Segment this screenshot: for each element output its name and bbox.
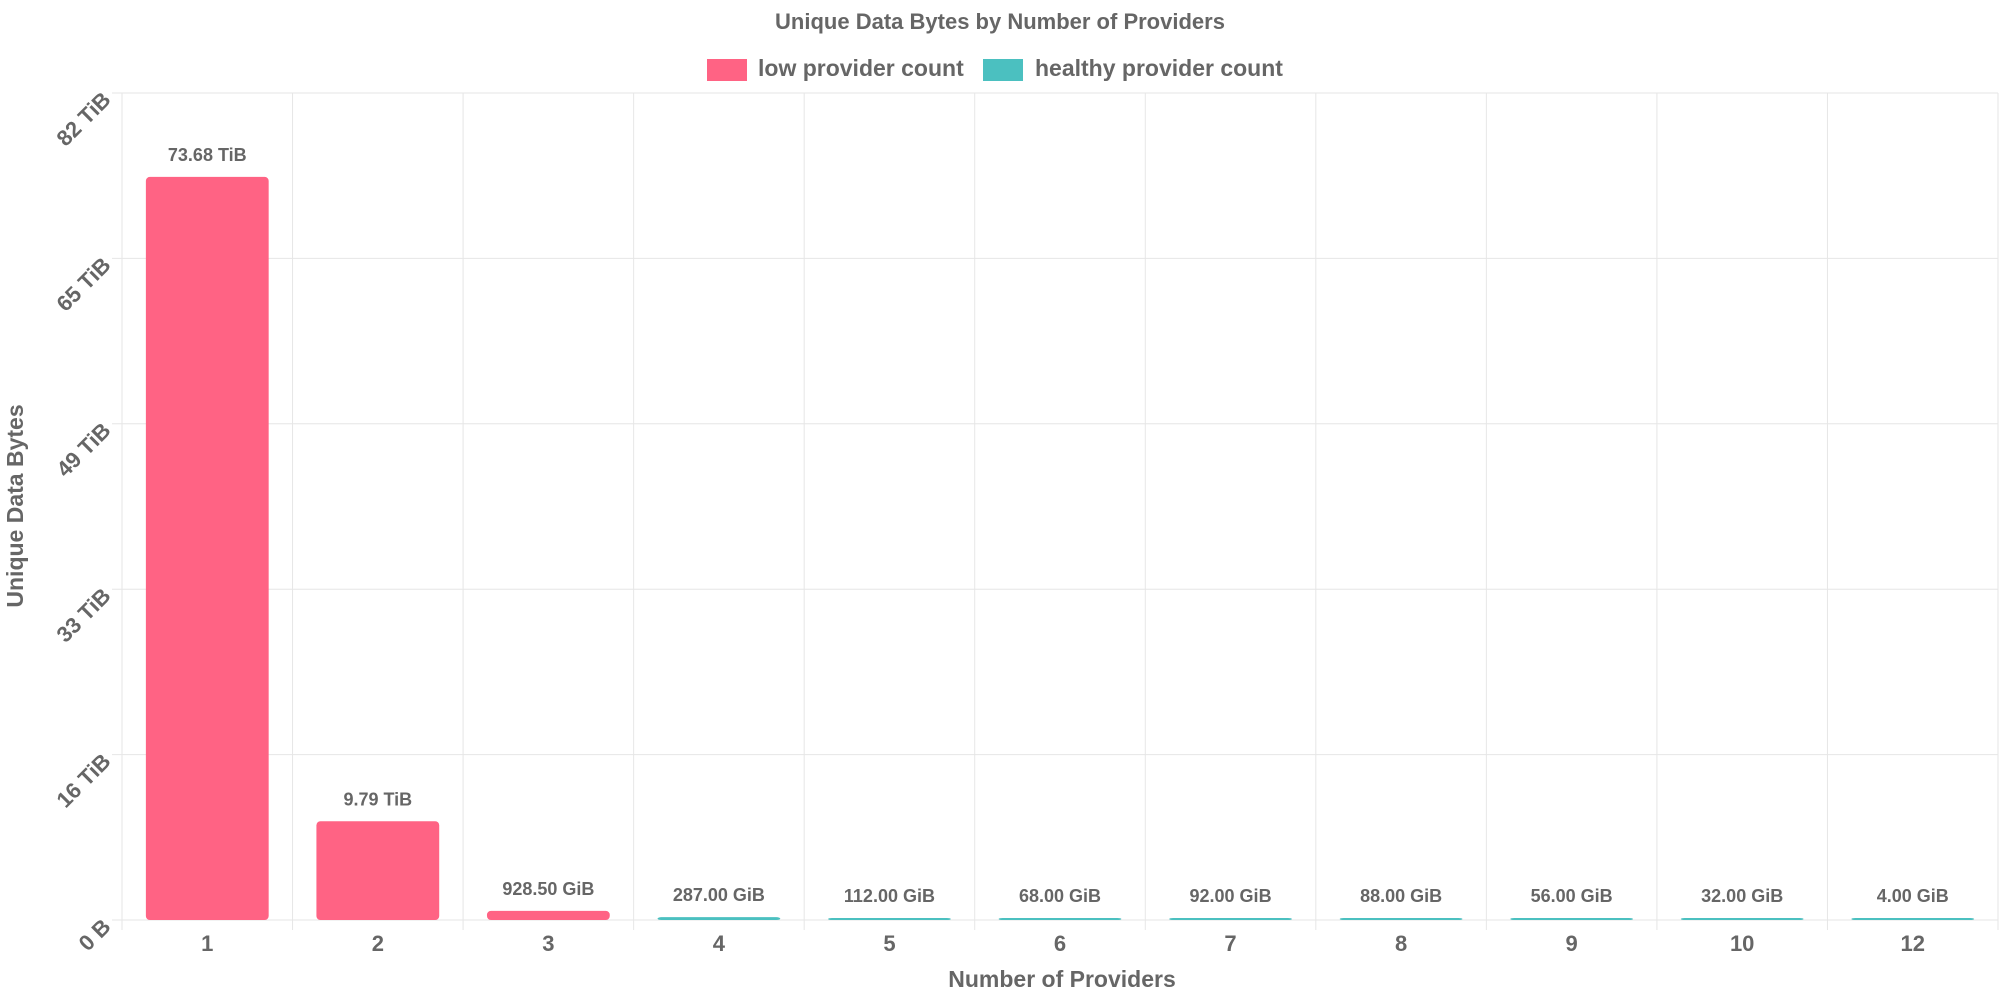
bar[interactable] (316, 821, 440, 920)
bar-value-label: 56.00 GiB (1531, 886, 1613, 906)
x-tick-label: 12 (1900, 931, 1924, 956)
data-labels: 73.68 TiB 9.79 TiB 928.50 GiB 287.00 GiB 112… (168, 145, 1949, 906)
x-tick-label: 1 (201, 931, 213, 956)
x-tick-label: 2 (372, 931, 384, 956)
bar[interactable] (1680, 918, 1804, 920)
bars (145, 176, 1975, 920)
x-tick-label: 9 (1566, 931, 1578, 956)
x-tick-label: 10 (1730, 931, 1754, 956)
legend-item-low[interactable]: low provider count (707, 55, 964, 81)
x-tick-label: 6 (1054, 931, 1066, 956)
bar[interactable] (1510, 918, 1634, 920)
x-tick-label: 3 (542, 931, 554, 956)
bar-value-label: 4.00 GiB (1877, 886, 1949, 906)
bar[interactable] (486, 910, 610, 920)
y-tick-label: 65 TiB (51, 252, 115, 316)
x-axis-ticks: 1 2 3 4 5 6 7 8 9 10 12 (201, 931, 1925, 956)
y-axis-title: Unique Data Bytes (2, 404, 28, 607)
bar-value-label: 92.00 GiB (1190, 886, 1272, 906)
legend-label-healthy: healthy provider count (1035, 55, 1283, 81)
legend-swatch-low (707, 59, 747, 81)
bar[interactable] (657, 917, 781, 920)
x-tick-label: 5 (883, 931, 895, 956)
bar[interactable] (1169, 918, 1292, 920)
grid (112, 92, 1999, 930)
legend: low provider count healthy provider coun… (707, 55, 1283, 81)
legend-swatch-healthy (983, 59, 1023, 81)
y-tick-label: 16 TiB (51, 748, 115, 812)
y-axis-ticks: 0 B 16 TiB 33 TiB 49 TiB 65 TiB 82 TiB (51, 87, 115, 956)
bar-value-label: 68.00 GiB (1019, 886, 1101, 906)
bar-value-label: 32.00 GiB (1701, 886, 1783, 906)
x-tick-label: 7 (1224, 931, 1236, 956)
bar[interactable] (145, 176, 269, 920)
chart-title: Unique Data Bytes by Number of Providers (775, 9, 1225, 34)
y-tick-label: 49 TiB (51, 418, 115, 482)
bar-value-label: 9.79 TiB (343, 789, 412, 809)
bar[interactable] (998, 918, 1122, 920)
bar-value-label: 112.00 GiB (844, 886, 935, 906)
x-tick-label: 8 (1395, 931, 1407, 956)
y-tick-label: 82 TiB (51, 87, 115, 151)
bar[interactable] (1339, 918, 1463, 920)
bar[interactable] (828, 918, 951, 920)
y-tick-label: 33 TiB (51, 583, 115, 647)
bar-value-label: 928.50 GiB (502, 879, 594, 899)
bar[interactable] (1851, 918, 1975, 920)
x-tick-label: 4 (713, 931, 726, 956)
bar-value-label: 287.00 GiB (673, 885, 765, 905)
x-axis-title: Number of Providers (948, 966, 1176, 992)
bar-value-label: 88.00 GiB (1360, 886, 1442, 906)
legend-item-healthy[interactable]: healthy provider count (983, 55, 1283, 81)
legend-label-low: low provider count (758, 55, 964, 81)
bar-value-label: 73.68 TiB (168, 145, 247, 165)
y-tick-label: 0 B (74, 914, 116, 956)
